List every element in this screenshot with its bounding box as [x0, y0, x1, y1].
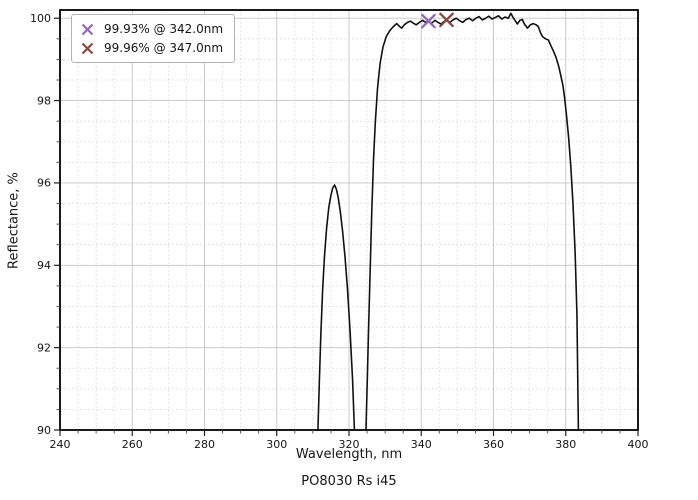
x-tick-label: 260 [122, 438, 143, 451]
y-tick-label: 96 [37, 177, 51, 190]
data-point-x-marker [421, 13, 436, 29]
x-tick-label: 320 [339, 438, 360, 451]
x-tick-label: 280 [194, 438, 215, 451]
x-tick-label: 300 [266, 438, 287, 451]
y-tick-label: 90 [37, 424, 51, 437]
reflectance-curve [365, 12, 580, 431]
x-tick-label: 380 [555, 438, 576, 451]
y-tick-label: 92 [37, 341, 51, 354]
legend-entry-1: 99.93% @ 342.0nm [80, 20, 223, 38]
legend-entry-2: 99.96% @ 347.0nm [80, 39, 223, 57]
chart-legend: 99.93% @ 342.0nm 99.96% @ 347.0nm [71, 14, 236, 63]
x-axis-label: Wavelength, nm [295, 447, 403, 462]
figure-title: PO8030 Rs i45 [301, 474, 397, 489]
x-marker-icon [81, 42, 94, 54]
data-point-x-marker [439, 12, 454, 28]
y-axis-label: Reflectance, % [6, 172, 22, 269]
y-tick-label: 98 [37, 94, 51, 107]
y-tick-label: 100 [30, 12, 51, 25]
x-tick-label: 360 [483, 438, 504, 451]
x-marker-icon [81, 23, 94, 35]
reflectance-curve [317, 184, 356, 431]
x-tick-label: 340 [411, 438, 432, 451]
x-tick-label: 240 [50, 438, 71, 451]
x-tick-label: 400 [628, 438, 649, 451]
legend-entry-label: 99.96% @ 347.0nm [104, 41, 224, 55]
y-tick-label: 94 [37, 259, 51, 272]
legend-entry-label: 99.93% @ 342.0nm [104, 22, 224, 36]
